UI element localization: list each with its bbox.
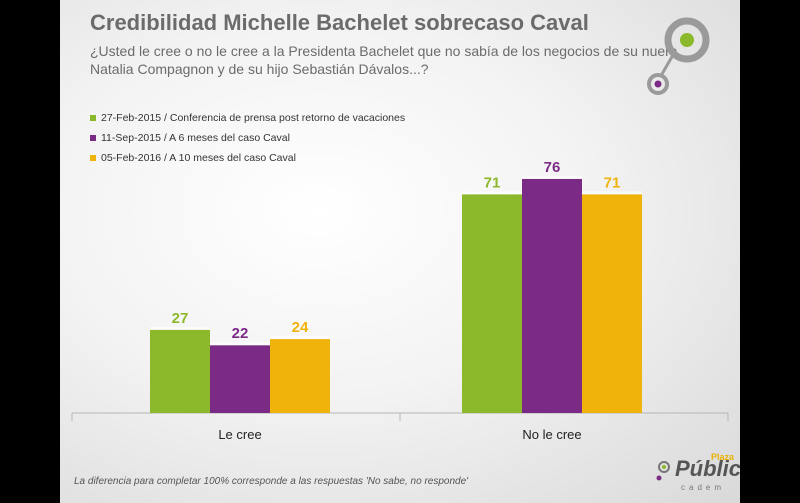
chart-title: Credibilidad Michelle Bachelet sobrecaso… <box>90 10 589 35</box>
legend-item: 27-Feb-2015 / Conferencia de prensa post… <box>90 109 405 127</box>
brand-subtitle: cadem <box>681 483 726 492</box>
bar <box>522 178 582 413</box>
legend-swatch-gold <box>90 155 96 161</box>
bar-top-highlight <box>270 336 330 340</box>
bar-top-highlight <box>150 326 210 330</box>
legend-label: 11-Sep-2015 / A 6 meses del caso Caval <box>101 132 290 144</box>
chart-subtitle: ¿Usted le cree o no le cree a la Preside… <box>90 43 678 77</box>
bar <box>462 194 522 413</box>
footnote: La diferencia para completar 100% corres… <box>74 476 469 487</box>
legend-label: 05-Feb-2016 / A 10 meses del caso Caval <box>101 152 296 164</box>
chart-legend: 27-Feb-2015 / Conferencia de prensa post… <box>90 109 405 169</box>
slide: Credibilidad Michelle Bachelet sobrecaso… <box>60 0 740 503</box>
bar-top-highlight <box>210 342 270 346</box>
bar-data-label: 76 <box>544 159 561 176</box>
legend-swatch-green <box>90 115 96 121</box>
legend-label: 27-Feb-2015 / Conferencia de prensa post… <box>101 112 406 124</box>
bar-data-label: 24 <box>292 319 309 336</box>
bar-chart: 27 22 24 Le cree 71 76 71 No le cree <box>71 159 729 442</box>
bar <box>270 339 330 413</box>
x-tick-label: Le cree <box>218 427 261 442</box>
bar-data-label: 27 <box>172 310 189 327</box>
bar-top-highlight <box>462 191 522 195</box>
bar-top-highlight <box>582 191 642 195</box>
bar <box>150 329 210 413</box>
bar-top-highlight <box>522 175 582 179</box>
legend-item: 05-Feb-2016 / A 10 meses del caso Caval <box>90 149 405 167</box>
x-tick-label: No le cree <box>522 427 581 442</box>
legend-item: 11-Sep-2015 / A 6 meses del caso Caval <box>90 129 405 147</box>
bar <box>582 194 642 413</box>
bar <box>210 345 270 413</box>
bar-data-label: 22 <box>232 325 249 342</box>
brand-name: Pública <box>675 456 740 481</box>
bar-data-label: 71 <box>484 174 501 191</box>
brand-mark-icon <box>656 461 670 481</box>
legend-swatch-purple <box>90 135 96 141</box>
brand-prefix: Plaza <box>711 452 735 462</box>
brand-circles-logo <box>647 17 710 95</box>
bar-data-label: 71 <box>604 174 621 191</box>
